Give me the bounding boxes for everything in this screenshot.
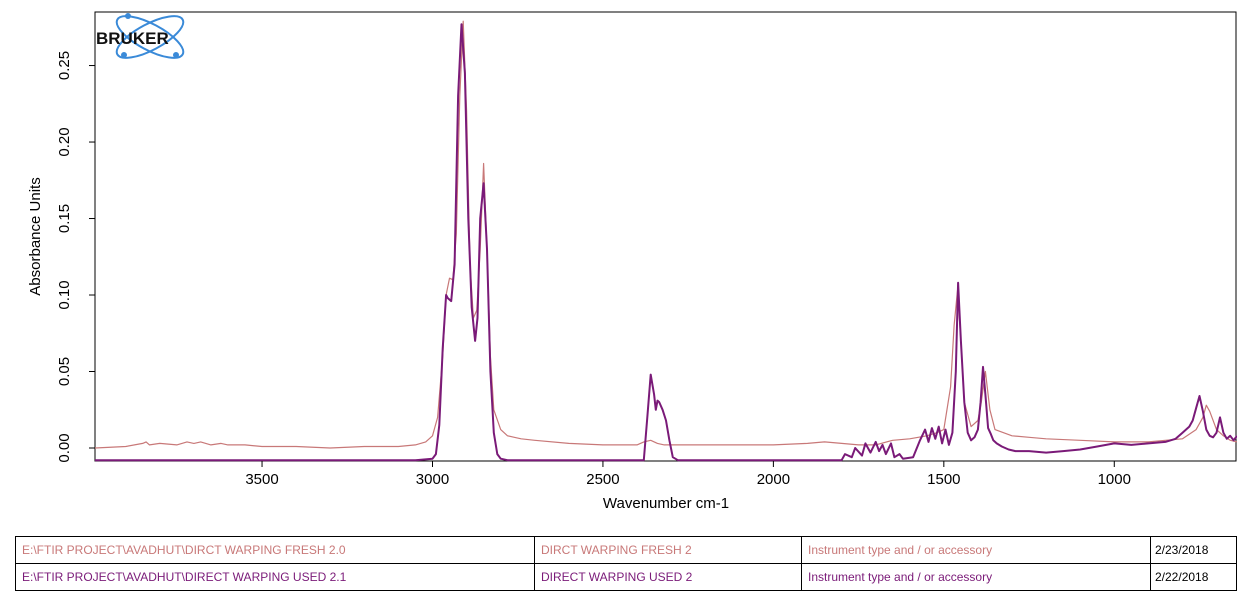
y-tick-label: 0.00: [56, 433, 73, 462]
x-tick-label: 2500: [586, 471, 619, 488]
y-tick-label: 0.10: [56, 280, 73, 309]
series-layer: [95, 21, 1237, 460]
series-line-1: [95, 24, 1237, 460]
legend-file-path: E:\FTIR PROJECT\AVADHUT\DIRECT WARPING U…: [16, 564, 535, 591]
y-axis-title: Absorbance Units: [27, 177, 44, 295]
legend-sample-name: DIRCT WARPING FRESH 2: [535, 537, 802, 564]
legend-file-path: E:\FTIR PROJECT\AVADHUT\DIRCT WARPING FR…: [16, 537, 535, 564]
plot-border: [95, 12, 1236, 461]
legend-instrument: Instrument type and / or accessory: [802, 537, 1151, 564]
x-tick-label: 3500: [245, 471, 278, 488]
x-tick-label: 1500: [927, 471, 960, 488]
legend-row[interactable]: E:\FTIR PROJECT\AVADHUT\DIRECT WARPING U…: [16, 564, 1237, 591]
legend-date: 2/22/2018: [1151, 564, 1237, 591]
logo-text: BRUKER: [96, 29, 169, 48]
x-axis-title: Wavenumber cm-1: [603, 495, 729, 512]
legend-sample-name: DIRECT WARPING USED 2: [535, 564, 802, 591]
y-tick-label: 0.05: [56, 357, 73, 386]
x-tick-label: 3000: [416, 471, 449, 488]
legend-instrument: Instrument type and / or accessory: [802, 564, 1151, 591]
spectra-legend-table: E:\FTIR PROJECT\AVADHUT\DIRCT WARPING FR…: [15, 536, 1237, 591]
spectrum-chart: 3500 3000 2500 2000 1500 1000 0.00 0.05 0.10 0.1…: [0, 0, 1237, 530]
y-tick-label: 0.15: [56, 204, 73, 233]
bruker-logo: BRUKER: [96, 8, 189, 66]
legend-row[interactable]: E:\FTIR PROJECT\AVADHUT\DIRCT WARPING FR…: [16, 537, 1237, 564]
y-tick-label: 0.25: [56, 51, 73, 80]
legend-date: 2/23/2018: [1151, 537, 1237, 564]
x-tick-label: 1000: [1098, 471, 1131, 488]
x-axis: 3500 3000 2500 2000 1500 1000: [245, 461, 1131, 488]
plot-frame: [95, 12, 1236, 461]
y-axis: 0.00 0.05 0.10 0.15 0.20 0.25: [56, 51, 95, 463]
x-tick-label: 2000: [757, 471, 790, 488]
series-line-0: [95, 21, 1237, 448]
y-tick-label: 0.20: [56, 127, 73, 156]
